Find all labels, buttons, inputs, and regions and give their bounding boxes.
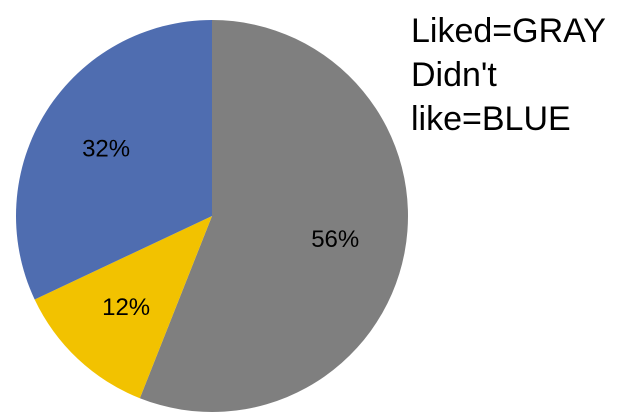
pie-slices [16, 20, 408, 412]
data-label-blue: 32% [82, 135, 130, 162]
note-line-2: Didn't [411, 56, 497, 94]
note-line-1: Liked=GRAY [411, 12, 606, 50]
note-line-3: like=BLUE [411, 100, 571, 138]
pie-data-labels: 56% 12% 32% [82, 135, 359, 321]
data-label-yellow: 12% [102, 294, 150, 321]
pie-slice-gray [139, 20, 408, 412]
pie-slice-blue [16, 20, 212, 300]
data-label-gray: 56% [311, 226, 359, 253]
pie-slice-yellow [34, 216, 212, 399]
color-key-note: Liked=GRAY Didn't like=BLUE [411, 9, 636, 141]
